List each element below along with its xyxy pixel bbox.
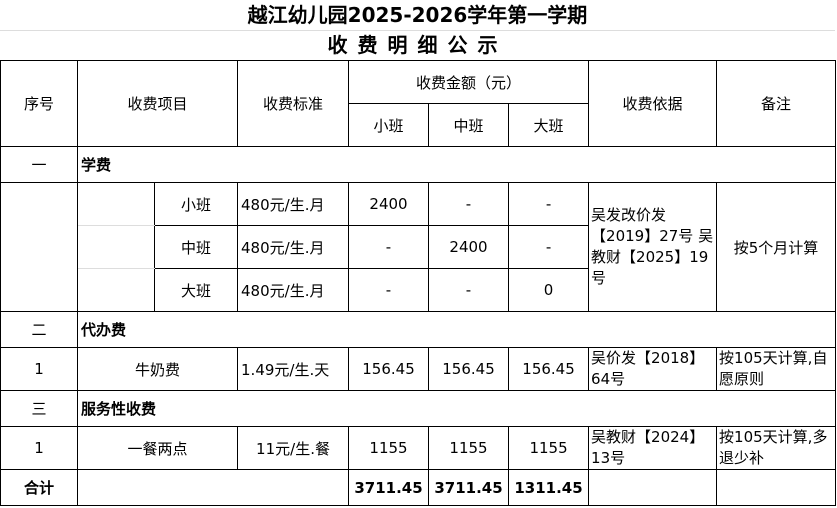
small-cell: 2400 [348, 182, 430, 226]
small-cell: 1155 [348, 426, 430, 470]
empty-cell [77, 182, 155, 226]
header-middle: 中班 [428, 103, 510, 147]
basis-cell: 吴价发【2018】64号 [588, 347, 718, 391]
fee-table: 序号 收费项目 收费标准 收费金额（元） 收费依据 备注 小班 中班 大班 一 … [0, 60, 837, 506]
middle-cell: 1155 [428, 426, 510, 470]
item-cell: 中班 [153, 225, 239, 269]
basis-cell: 吴发改价发【2019】27号 吴教财【2025】19号 [588, 182, 718, 312]
seq-cell: 1 [0, 426, 78, 470]
empty-cell [588, 469, 718, 506]
standard-cell: 480元/生.月 [237, 182, 350, 226]
seq-cell: 1 [0, 347, 78, 391]
standard-cell: 480元/生.月 [237, 268, 350, 312]
standard-cell: 11元/生.餐 [237, 426, 350, 470]
large-cell: 0 [508, 268, 590, 312]
header-note: 备注 [716, 60, 837, 147]
small-cell: - [348, 225, 430, 269]
middle-cell: 2400 [428, 225, 510, 269]
header-standard: 收费标准 [237, 60, 350, 147]
empty-cell [77, 225, 155, 269]
section-seq: 二 [0, 311, 78, 348]
table-row: 1 牛奶费 1.49元/生.天 156.45 156.45 156.45 吴价发… [0, 347, 837, 391]
section-seq: 一 [0, 146, 78, 183]
total-label: 合计 [0, 469, 78, 506]
section-name: 学费 [76, 146, 837, 183]
note-cell: 按5个月计算 [716, 182, 837, 312]
standard-cell: 1.49元/生.天 [237, 347, 350, 391]
section-seq: 三 [0, 390, 78, 427]
header-large: 大班 [508, 103, 590, 147]
header-small: 小班 [348, 103, 430, 147]
item-cell: 一餐两点 [76, 426, 239, 470]
section-name: 代办费 [76, 311, 837, 348]
total-middle: 3711.45 [428, 469, 510, 506]
small-cell: 156.45 [348, 347, 430, 391]
small-cell: - [348, 268, 430, 312]
header-seq: 序号 [0, 60, 78, 147]
note-cell: 按105天计算,自愿原则 [716, 347, 837, 391]
section-row: 三 服务性收费 [0, 390, 837, 427]
table-row: 1 一餐两点 11元/生.餐 1155 1155 1155 吴教财【2024】1… [0, 426, 837, 470]
total-large: 1311.45 [508, 469, 590, 506]
note-cell: 按105天计算,多退少补 [716, 426, 837, 470]
large-cell: - [508, 182, 590, 226]
document-title: 越江幼儿园2025-2026学年第一学期 [0, 0, 835, 31]
header-amount: 收费金额（元） [348, 60, 590, 104]
document-subtitle: 收费明细公示 [327, 33, 508, 57]
large-cell: - [508, 225, 590, 269]
empty-cell [76, 469, 350, 506]
table-row: 中班 480元/生.月 - 2400 - [1, 225, 836, 269]
item-cell: 小班 [153, 182, 239, 226]
section-row: 一 学费 [0, 146, 837, 183]
empty-cell [77, 268, 155, 312]
total-small: 3711.45 [348, 469, 430, 506]
standard-cell: 480元/生.月 [237, 225, 350, 269]
section-row: 二 代办费 [0, 311, 837, 348]
middle-cell: - [428, 268, 510, 312]
total-row: 合计 3711.45 3711.45 1311.45 [0, 469, 837, 506]
middle-cell: - [428, 182, 510, 226]
item-cell: 大班 [153, 268, 239, 312]
section-name: 服务性收费 [76, 390, 837, 427]
header-basis: 收费依据 [588, 60, 718, 147]
item-cell: 牛奶费 [76, 347, 239, 391]
table-row: 小班 480元/生.月 2400 - - 吴发改价发【2019】27号 吴教财【… [0, 182, 837, 312]
empty-cell [716, 469, 837, 506]
middle-cell: 156.45 [428, 347, 510, 391]
header-row: 序号 收费项目 收费标准 收费金额（元） 收费依据 备注 [0, 60, 837, 147]
header-item: 收费项目 [76, 60, 239, 147]
header-row: 小班 中班 大班 [1, 103, 836, 147]
large-cell: 156.45 [508, 347, 590, 391]
empty-cell [0, 182, 78, 312]
large-cell: 1155 [508, 426, 590, 470]
basis-cell: 吴教财【2024】13号 [588, 426, 718, 470]
